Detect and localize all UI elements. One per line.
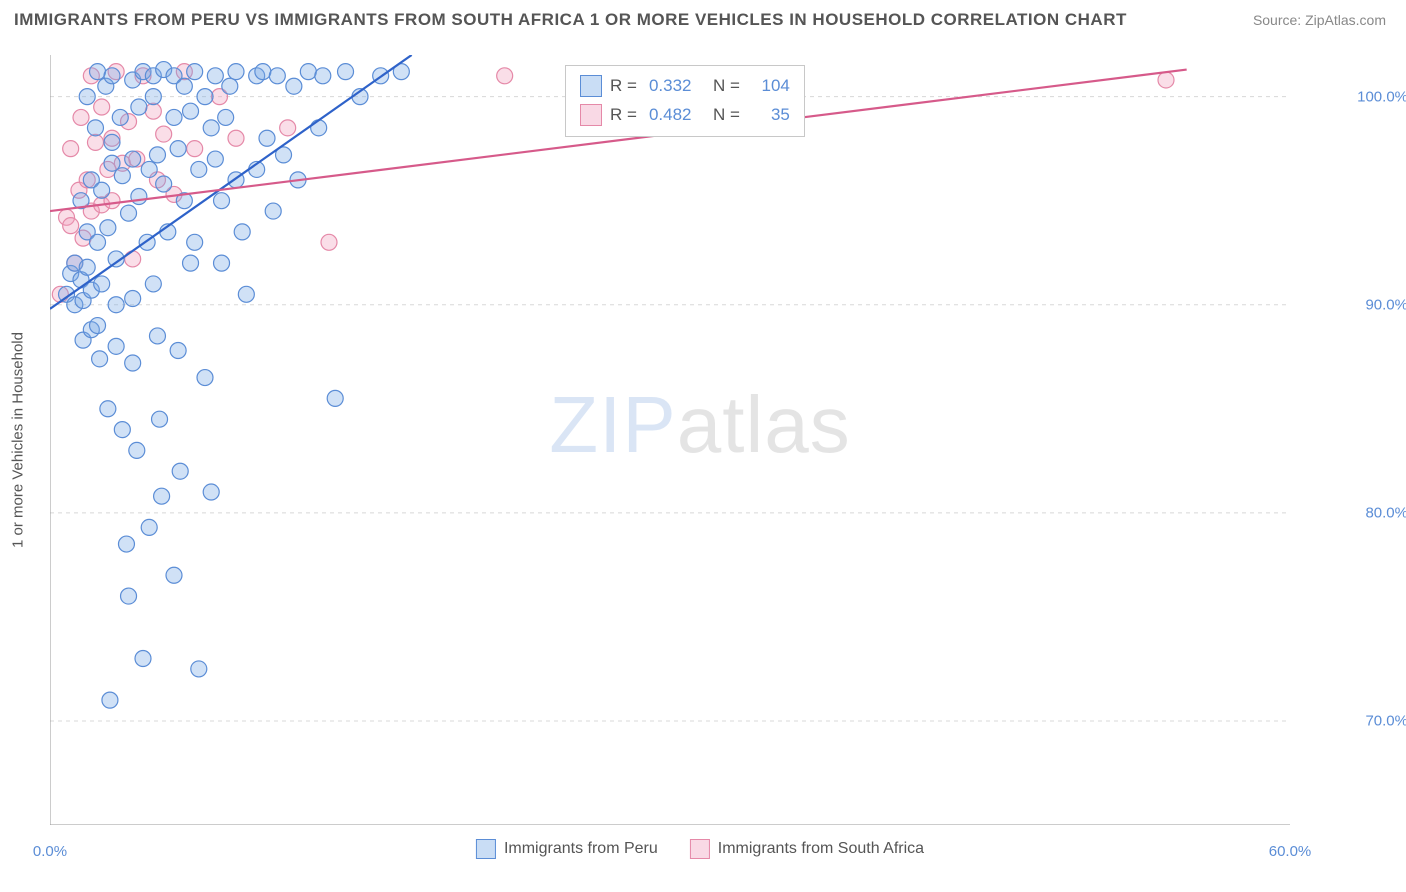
legend-n-label: N =: [713, 72, 740, 101]
legend-swatch: [580, 75, 602, 97]
scatter-plot: [50, 55, 1290, 825]
legend-swatch: [580, 104, 602, 126]
legend-r-label: R =: [610, 72, 637, 101]
legend-swatch: [690, 839, 710, 859]
legend-series-item: Immigrants from Peru: [476, 839, 658, 859]
legend-r-label: R =: [610, 101, 637, 130]
legend-series-item: Immigrants from South Africa: [690, 839, 924, 859]
legend-r-value: 0.482: [649, 101, 705, 130]
legend-swatch: [476, 839, 496, 859]
y-axis-label: 1 or more Vehicles in Household: [10, 332, 27, 548]
x-tick-label: 60.0%: [1269, 843, 1312, 860]
legend-stat-row: R = 0.332 N = 104: [580, 72, 790, 101]
y-tick-label: 70.0%: [1365, 712, 1406, 729]
legend-n-value: 104: [752, 72, 790, 101]
chart-title: IMMIGRANTS FROM PERU VS IMMIGRANTS FROM …: [14, 10, 1127, 30]
legend-series-label: Immigrants from Peru: [504, 840, 658, 858]
legend-n-label: N =: [713, 101, 740, 130]
source-label: Source: ZipAtlas.com: [1253, 12, 1386, 28]
correlation-legend: R = 0.332 N = 104 R = 0.482 N = 35: [565, 65, 805, 137]
y-tick-label: 100.0%: [1357, 88, 1406, 105]
legend-r-value: 0.332: [649, 72, 705, 101]
chart-area: 1 or more Vehicles in Household ZIPatlas…: [50, 55, 1350, 825]
legend-n-value: 35: [752, 101, 790, 130]
series-legend: Immigrants from Peru Immigrants from Sou…: [476, 839, 924, 859]
y-tick-label: 80.0%: [1365, 504, 1406, 521]
legend-stat-row: R = 0.482 N = 35: [580, 101, 790, 130]
chart-header: IMMIGRANTS FROM PERU VS IMMIGRANTS FROM …: [0, 0, 1406, 40]
legend-series-label: Immigrants from South Africa: [718, 840, 924, 858]
y-tick-label: 90.0%: [1365, 296, 1406, 313]
x-tick-label: 0.0%: [33, 843, 67, 860]
